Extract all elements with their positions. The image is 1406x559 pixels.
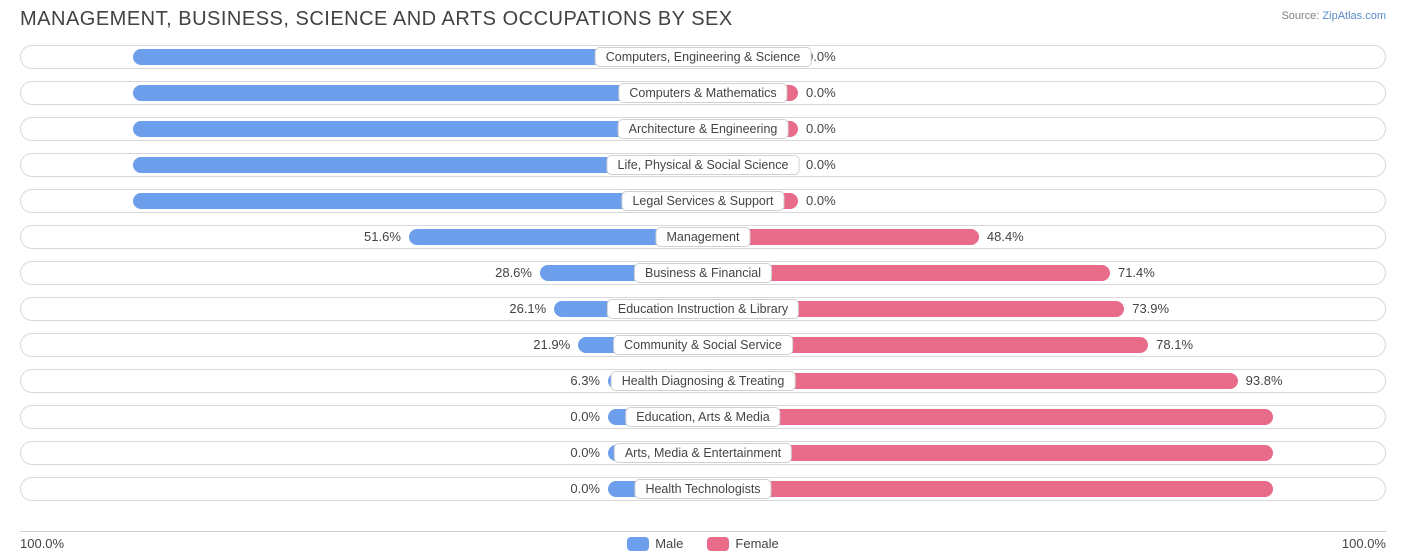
category-label: Computers & Mathematics — [618, 83, 787, 103]
chart-row: 0.0% 100.0% Arts, Media & Entertainment — [20, 437, 1386, 469]
category-label: Business & Financial — [634, 263, 772, 283]
chart-row: 0.0% 100.0% Health Technologists — [20, 473, 1386, 505]
chart-row: 100.0% 0.0% Legal Services & Support — [20, 185, 1386, 217]
swatch-female — [707, 537, 729, 551]
value-male: 100.0% — [32, 41, 76, 73]
value-male: 100.0% — [32, 185, 76, 217]
axis-line — [20, 531, 1386, 532]
chart-row: 100.0% 0.0% Life, Physical & Social Scienc… — [20, 149, 1386, 181]
legend: Male Female — [627, 536, 779, 551]
source-label: Source: — [1281, 10, 1319, 22]
category-label: Computers, Engineering & Science — [595, 47, 812, 67]
category-label: Architecture & Engineering — [618, 119, 789, 139]
value-female: 93.8% — [1246, 365, 1283, 397]
axis-left-label: 100.0% — [20, 536, 64, 551]
legend-item-female: Female — [707, 536, 778, 551]
category-label: Life, Physical & Social Science — [607, 155, 800, 175]
value-female: 100.0% — [1330, 437, 1374, 469]
chart-row: 6.3% 93.8% Health Diagnosing & Treating — [20, 365, 1386, 397]
chart-footer: 100.0% Male Female 100.0% — [20, 531, 1386, 551]
category-label: Health Diagnosing & Treating — [611, 371, 796, 391]
value-female: 0.0% — [806, 185, 836, 217]
value-male: 0.0% — [570, 437, 600, 469]
legend-item-male: Male — [627, 536, 683, 551]
category-label: Management — [656, 227, 751, 247]
value-male: 28.6% — [495, 257, 532, 289]
header: MANAGEMENT, BUSINESS, SCIENCE AND ARTS O… — [0, 0, 1406, 35]
swatch-male — [627, 537, 649, 551]
value-male: 6.3% — [570, 365, 600, 397]
legend-label-female: Female — [735, 536, 778, 551]
value-male: 51.6% — [364, 221, 401, 253]
source-attribution: Source: ZipAtlas.com — [1281, 8, 1386, 22]
category-label: Community & Social Service — [613, 335, 793, 355]
chart-row: 100.0%0.0%Computers, Engineering & Scien… — [20, 41, 1386, 73]
category-label: Health Technologists — [634, 479, 771, 499]
value-male: 0.0% — [570, 401, 600, 433]
value-female: 0.0% — [806, 77, 836, 109]
value-female: 100.0% — [1330, 473, 1374, 505]
value-male: 26.1% — [509, 293, 546, 325]
chart-row: 21.9% 78.1% Community & Social Service — [20, 329, 1386, 361]
value-female: 100.0% — [1330, 401, 1374, 433]
category-label: Legal Services & Support — [621, 191, 784, 211]
value-female: 78.1% — [1156, 329, 1193, 361]
value-female: 71.4% — [1118, 257, 1155, 289]
bar-male — [133, 193, 703, 209]
axis-right-label: 100.0% — [1342, 536, 1386, 551]
chart-area: 100.0% 0.0% Computers, Engineering & Scien… — [0, 35, 1406, 505]
category-label: Education Instruction & Library — [607, 299, 799, 319]
value-male: 21.9% — [533, 329, 570, 361]
bar-female — [703, 409, 1273, 425]
source-site: ZipAtlas.com — [1322, 10, 1386, 22]
chart-row: 28.6% 71.4% Business & Financial — [20, 257, 1386, 289]
value-female: 73.9% — [1132, 293, 1169, 325]
chart-row: 100.0% 0.0% Architecture & Engineering — [20, 113, 1386, 145]
value-male: 100.0% — [32, 149, 76, 181]
chart-row: 51.6% 48.4% Management — [20, 221, 1386, 253]
value-female: 0.0% — [806, 113, 836, 145]
axis-row: 100.0% Male Female 100.0% — [20, 536, 1386, 551]
chart-row: 26.1% 73.9% Education Instruction & Librar… — [20, 293, 1386, 325]
chart-row: 0.0% 100.0% Education, Arts & Media — [20, 401, 1386, 433]
bar-female — [703, 481, 1273, 497]
legend-label-male: Male — [655, 536, 683, 551]
value-male: 100.0% — [32, 113, 76, 145]
value-female: 0.0% — [806, 149, 836, 181]
category-label: Arts, Media & Entertainment — [614, 443, 792, 463]
value-female: 48.4% — [987, 221, 1024, 253]
value-male: 0.0% — [570, 473, 600, 505]
value-male: 100.0% — [32, 77, 76, 109]
chart-row: 100.0% 0.0% Computers & Mathematics — [20, 77, 1386, 109]
chart-title: MANAGEMENT, BUSINESS, SCIENCE AND ARTS O… — [20, 8, 733, 31]
category-label: Education, Arts & Media — [625, 407, 780, 427]
